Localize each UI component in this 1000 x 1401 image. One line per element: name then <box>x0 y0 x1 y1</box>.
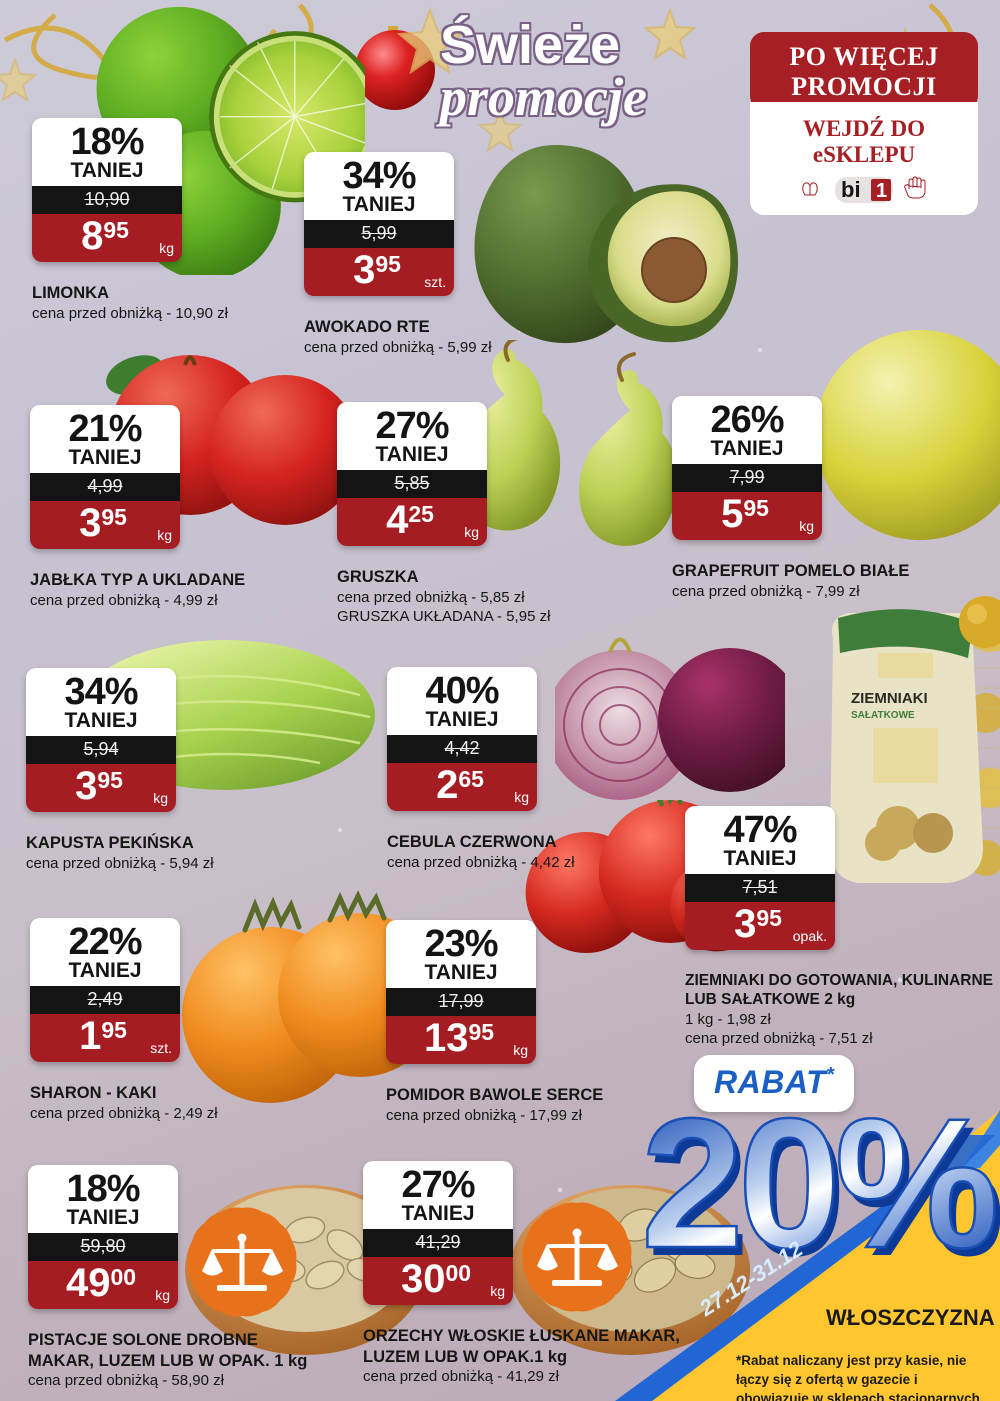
svg-text:20%: 20% <box>645 1081 995 1287</box>
